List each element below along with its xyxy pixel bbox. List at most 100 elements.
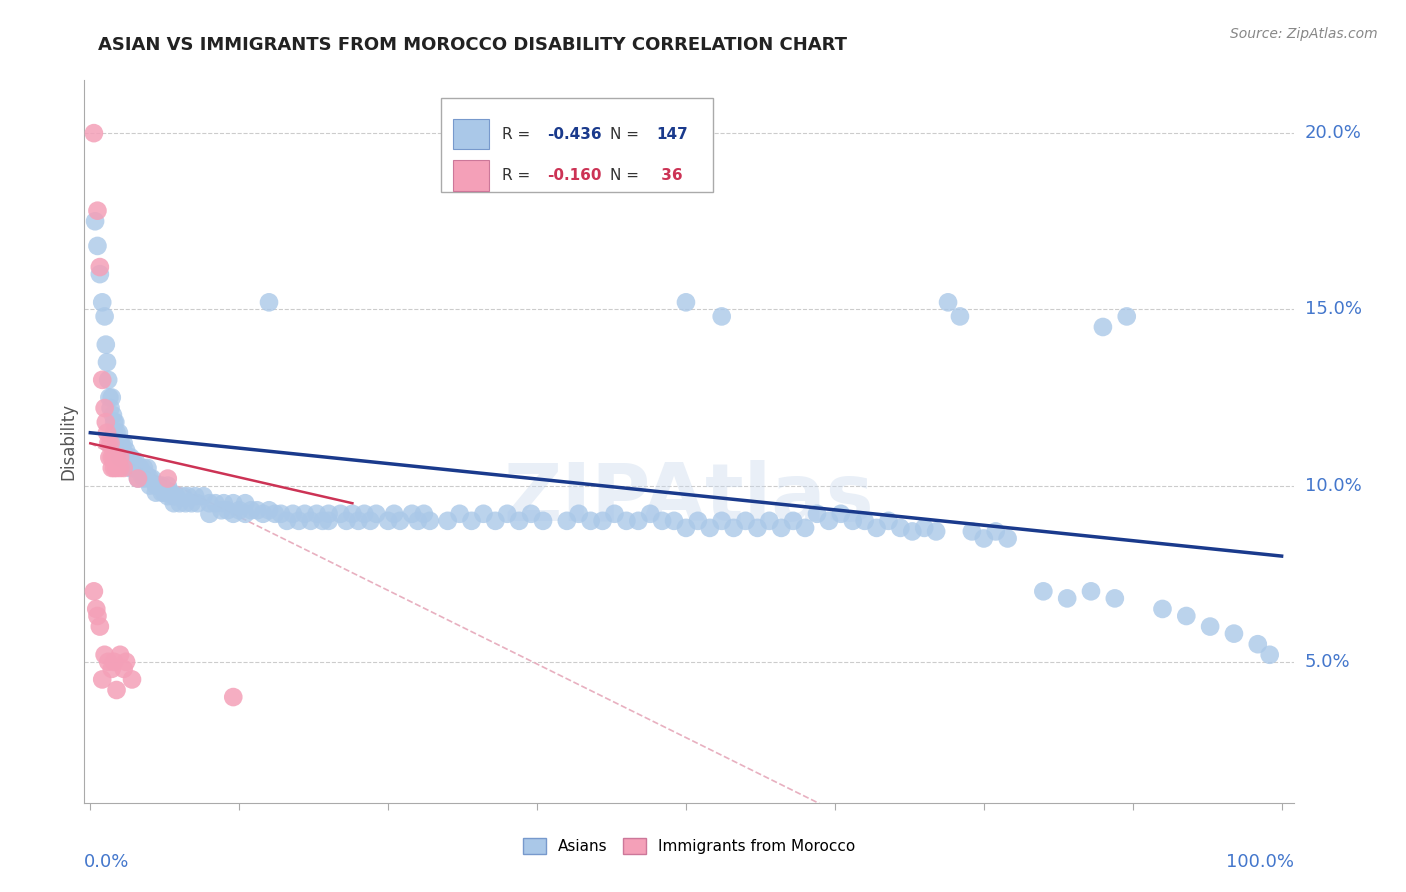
Point <box>103 425 125 440</box>
Point <box>233 496 256 510</box>
Point <box>842 514 865 528</box>
Point <box>198 507 221 521</box>
Point <box>276 514 298 528</box>
Point <box>100 401 122 415</box>
Point <box>335 514 357 528</box>
Point <box>121 673 143 687</box>
Point <box>1091 320 1114 334</box>
Text: -0.160: -0.160 <box>547 168 602 183</box>
Point <box>127 461 149 475</box>
Text: 0.0%: 0.0% <box>84 854 129 871</box>
Point <box>108 450 131 465</box>
Point <box>91 295 114 310</box>
Point <box>110 436 132 450</box>
FancyBboxPatch shape <box>453 119 489 149</box>
Text: N =: N = <box>610 168 644 183</box>
Point <box>366 507 388 521</box>
Text: R =: R = <box>502 127 534 142</box>
Point <box>830 507 852 521</box>
Point <box>89 267 111 281</box>
Point <box>136 461 159 475</box>
Point <box>603 507 626 521</box>
Text: 100.0%: 100.0% <box>1226 854 1294 871</box>
Point <box>115 454 138 468</box>
Point <box>198 496 221 510</box>
Point <box>108 425 131 440</box>
Point <box>217 503 239 517</box>
Point <box>616 514 638 528</box>
Point <box>120 450 142 465</box>
Point <box>675 521 697 535</box>
Point <box>103 461 125 475</box>
Point <box>651 514 673 528</box>
Text: Source: ZipAtlas.com: Source: ZipAtlas.com <box>1230 27 1378 41</box>
Point <box>257 503 280 517</box>
Text: R =: R = <box>502 168 534 183</box>
Point <box>436 514 458 528</box>
Point <box>97 436 120 450</box>
Point <box>592 514 614 528</box>
Point <box>222 690 245 704</box>
Point <box>91 373 114 387</box>
Point <box>222 496 245 510</box>
Point <box>818 514 841 528</box>
Point <box>531 514 554 528</box>
Point <box>318 514 340 528</box>
Point <box>108 461 131 475</box>
Point <box>1104 591 1126 606</box>
Point <box>150 485 173 500</box>
Point <box>389 514 412 528</box>
Point <box>139 478 162 492</box>
Point <box>710 310 733 324</box>
Point <box>675 295 697 310</box>
Point <box>520 507 543 521</box>
Point <box>889 521 911 535</box>
Point <box>460 514 482 528</box>
Point <box>353 507 375 521</box>
Point <box>93 310 115 324</box>
Point <box>960 524 983 539</box>
Point <box>121 461 143 475</box>
Point <box>865 521 887 535</box>
Point <box>94 415 117 429</box>
Point <box>160 485 183 500</box>
Point <box>89 619 111 633</box>
Point <box>579 514 602 528</box>
Point <box>112 450 135 465</box>
Point <box>209 503 232 517</box>
Point <box>406 514 429 528</box>
Point <box>163 489 186 503</box>
Point <box>984 524 1007 539</box>
Point <box>129 461 152 475</box>
Point <box>96 355 118 369</box>
Point <box>747 521 769 535</box>
Point <box>1199 619 1222 633</box>
Text: 36: 36 <box>657 168 683 183</box>
Text: 147: 147 <box>657 127 688 142</box>
Point <box>150 478 173 492</box>
Point <box>294 507 316 521</box>
Point <box>710 514 733 528</box>
Point <box>117 450 139 465</box>
Point <box>770 521 793 535</box>
Point <box>124 461 146 475</box>
Point <box>627 514 650 528</box>
Point <box>299 514 322 528</box>
Point <box>100 450 122 465</box>
Point <box>758 514 780 528</box>
Point <box>252 507 274 521</box>
Point <box>112 662 135 676</box>
Point <box>806 507 828 521</box>
Point <box>662 514 685 528</box>
Point <box>1115 310 1137 324</box>
Legend: Asians, Immigrants from Morocco: Asians, Immigrants from Morocco <box>516 832 862 860</box>
Point <box>156 471 179 485</box>
Point <box>401 507 423 521</box>
Point <box>484 514 506 528</box>
Point <box>193 489 215 503</box>
Point <box>228 503 250 517</box>
Point <box>101 408 124 422</box>
Point <box>108 648 131 662</box>
Point <box>568 507 591 521</box>
Point <box>127 471 149 485</box>
